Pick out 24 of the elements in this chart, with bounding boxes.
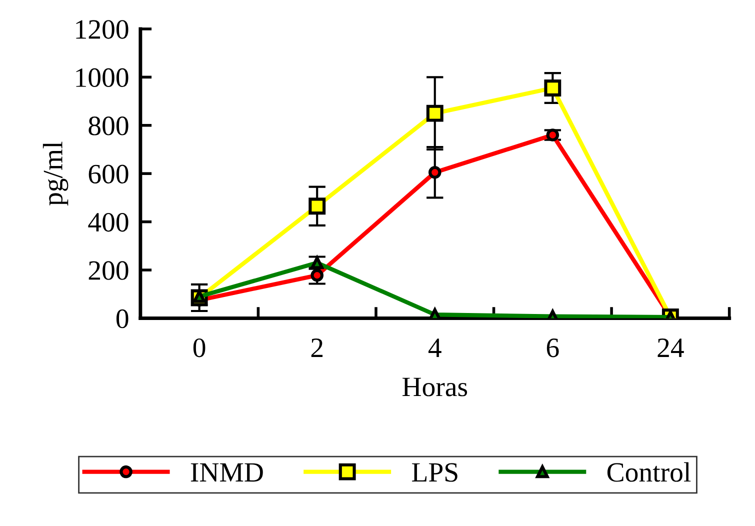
y-tick-label: 1200 (76, 20, 128, 39)
x-tick-label: 24 (658, 338, 684, 357)
legend-label: INMD (190, 463, 263, 482)
y-tick-label: 400 (88, 212, 128, 232)
legend-label: LPS (412, 463, 458, 482)
x-tick-label: 4 (428, 338, 442, 357)
y-tick-label: 800 (88, 116, 128, 136)
point (428, 166, 442, 179)
point (310, 268, 324, 282)
y-axis-title: pg/ml (42, 142, 68, 206)
point (308, 198, 326, 215)
y-tick-label: 200 (88, 261, 128, 280)
x-axis-title: Horas (402, 378, 468, 396)
point (544, 80, 562, 96)
legend-label: Control (607, 462, 691, 482)
point (546, 128, 560, 142)
y-tick-label: 0 (116, 309, 128, 328)
point (310, 256, 324, 270)
y-tick-label: 1000 (76, 68, 128, 88)
x-tick-label: 2 (311, 338, 323, 357)
point (426, 104, 444, 122)
y-tick-label: 600 (88, 164, 128, 184)
x-tick-label: 0 (193, 338, 206, 358)
x-tick-label: 6 (546, 338, 559, 358)
